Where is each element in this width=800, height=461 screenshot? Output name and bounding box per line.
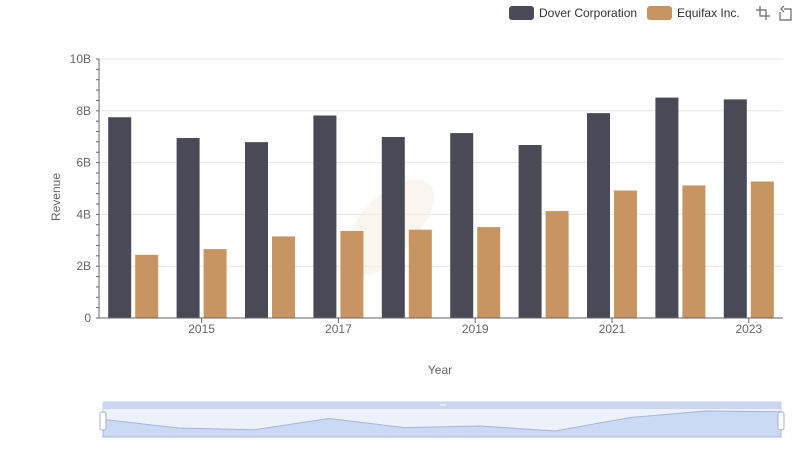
slider-handle-left[interactable] — [99, 411, 107, 431]
bar-dover — [381, 136, 405, 318]
x-axis: 2015 2017 2019 2021 2023 — [99, 317, 783, 336]
y-tick-label: 6B — [76, 156, 91, 170]
x-tick-label: 2021 — [599, 322, 626, 336]
bar-dover — [587, 113, 610, 318]
legend-swatch-equifax — [647, 6, 673, 20]
bar-equifax — [477, 227, 501, 318]
bar-equifax — [545, 211, 569, 318]
legend-swatch-dover — [509, 6, 534, 20]
bar-equifax — [340, 230, 364, 318]
y-tick-label: 2B — [76, 259, 91, 273]
bar-equifax — [272, 236, 295, 318]
x-tick-label: 2015 — [188, 322, 215, 336]
y-tick-label: 4B — [76, 207, 91, 221]
bar-equifax — [682, 185, 706, 318]
x-tick-label: 2023 — [735, 322, 762, 336]
slider-handle-right[interactable] — [777, 411, 785, 431]
bar-equifax — [750, 181, 774, 318]
bar-equifax — [408, 229, 432, 318]
bar-dover — [108, 117, 132, 319]
chart-legend: Dover Corporation Equifax Inc. — [509, 4, 794, 22]
bar-equifax — [614, 190, 637, 318]
bar-equifax — [203, 249, 227, 318]
data-zoom-slider[interactable] — [99, 401, 785, 438]
legend-label-equifax: Equifax Inc. — [677, 6, 740, 20]
zoom-icon[interactable] — [754, 4, 772, 22]
bar-series — [108, 97, 774, 319]
bar-dover — [655, 97, 679, 318]
grid-lines — [99, 58, 783, 319]
x-axis-title: Year — [427, 363, 453, 377]
bar-dover — [518, 144, 542, 318]
legend-item-dover[interactable]: Dover Corporation — [509, 6, 637, 20]
bar-equifax — [135, 254, 159, 318]
bar-dover — [723, 99, 747, 319]
bar-dover — [245, 142, 268, 318]
legend-item-equifax[interactable]: Equifax Inc. — [647, 6, 740, 20]
y-tick-label: 8B — [76, 104, 91, 118]
bar-dover — [313, 115, 337, 318]
y-tick-label: 10B — [70, 52, 91, 66]
bar-dover — [450, 133, 474, 318]
x-tick-label: 2017 — [325, 322, 352, 336]
legend-label-dover: Dover Corporation — [539, 6, 638, 20]
y-tick-label: 0 — [84, 311, 91, 325]
y-axis: 0 2B 4B 6B 8B 10B — [70, 52, 100, 325]
slider-selected-range — [103, 402, 781, 437]
x-tick-label: 2019 — [462, 322, 489, 336]
bar-dover — [176, 137, 200, 318]
restore-icon[interactable] — [776, 4, 794, 22]
